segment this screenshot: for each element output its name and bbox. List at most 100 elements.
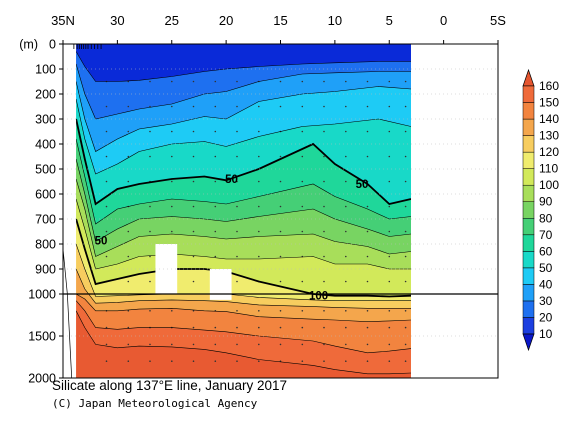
x-tick-label: 35N [51,13,75,28]
isoline-50 [75,118,412,206]
sample-dot [366,155,369,158]
sample-dot [105,255,108,258]
sample-dot [236,205,238,208]
y-tick-label: 400 [35,138,56,152]
sample-dot [279,105,282,108]
colorbar-tick-label: 150 [539,96,559,110]
colorbar-tick-label: 30 [539,294,553,308]
y-tick-label: 600 [35,188,56,202]
y-tick-label: 800 [35,238,56,252]
sample-dot [127,105,130,108]
sample-dot [366,80,369,83]
isoline-70 [75,158,412,242]
sample-dot [236,360,238,363]
sample-dot [236,130,238,133]
colorbar-tick-label: 70 [539,228,553,242]
sample-dot [105,105,108,108]
colorbar-swatch [522,251,535,269]
sample-dot [388,310,391,312]
sample-dot [301,180,304,183]
sample-dot [149,360,151,363]
missing-box-2 [209,269,232,300]
sample-dot [214,205,217,208]
y-tick-label: 2000 [28,372,56,386]
y-tick-label: 700 [35,213,56,227]
colorbar-tick-label: 40 [539,277,553,291]
y-tick-label: 1500 [28,330,56,344]
sample-dot [192,205,195,208]
sample-dot [236,255,238,258]
sample-dot [192,105,195,108]
sample-dot [149,80,151,83]
colorbar-tick-label: 60 [539,244,553,258]
sample-dot [236,180,238,183]
sample-dot [301,205,304,208]
sample-dot [301,80,304,83]
isoline-150 [75,310,412,375]
sample-dot [323,80,325,83]
y-tick-label: 300 [35,113,56,127]
sample-dot [258,343,260,346]
colorbar-tick-label: 20 [539,310,553,324]
sample-dot [388,255,391,258]
colorbar-swatch [522,85,535,103]
sample-dot [279,343,282,346]
contour-label: 100 [309,291,328,303]
sample-dot [214,105,217,108]
sample-dot [345,343,347,346]
sample-dot [323,343,325,346]
sample-dot [192,130,195,133]
no-data-region [411,44,498,378]
sample-dot [388,280,391,283]
sample-dot [345,230,347,233]
y-tick-label: 100 [35,63,56,77]
sample-dot [236,230,238,233]
sample-dot [214,80,217,83]
sample-dot [105,180,108,183]
sample-dot [149,230,151,233]
sample-dot [192,230,195,233]
sample-dot [345,205,347,208]
band-150 [76,310,411,378]
sample-dot [192,180,195,183]
sample-dot [366,180,369,183]
sample-dot [345,155,347,158]
sample-dot [404,230,407,233]
sample-dot [149,205,151,208]
sample-dot [258,205,260,208]
sample-dot [258,155,260,158]
sample-dot [192,280,195,283]
sample-dot [301,326,304,329]
sample-dot [236,310,238,312]
sample-dot [149,310,151,312]
sample-dot [366,255,369,258]
sample-dot [279,80,282,83]
sample-dot [366,105,369,108]
sample-dot [279,230,282,233]
colorbar-tick-label: 160 [539,79,559,93]
sample-dot [171,155,173,158]
sample-dot [345,310,347,312]
sample-dot [323,310,325,312]
sample-dot [388,80,391,83]
sample-dot [404,180,407,183]
isoline-120 [75,268,411,309]
sample-dot [323,326,325,329]
sample-dot [345,180,347,183]
sample-dot [127,280,130,283]
sample-dot [214,230,217,233]
sample-dot [388,205,391,208]
contour-label: 50 [95,235,108,247]
sample-dot [149,280,151,283]
sample-dot [388,105,391,108]
sample-dot [279,180,282,183]
contour-label: 50 [225,174,238,186]
sample-dot [192,155,195,158]
sample-dot [171,205,173,208]
sample-dot [105,230,108,233]
isoline-130 [75,293,412,323]
sample-dot [279,205,282,208]
sample-dot [345,326,347,329]
missing-box-1 [155,244,178,294]
sample-dot [127,343,130,346]
